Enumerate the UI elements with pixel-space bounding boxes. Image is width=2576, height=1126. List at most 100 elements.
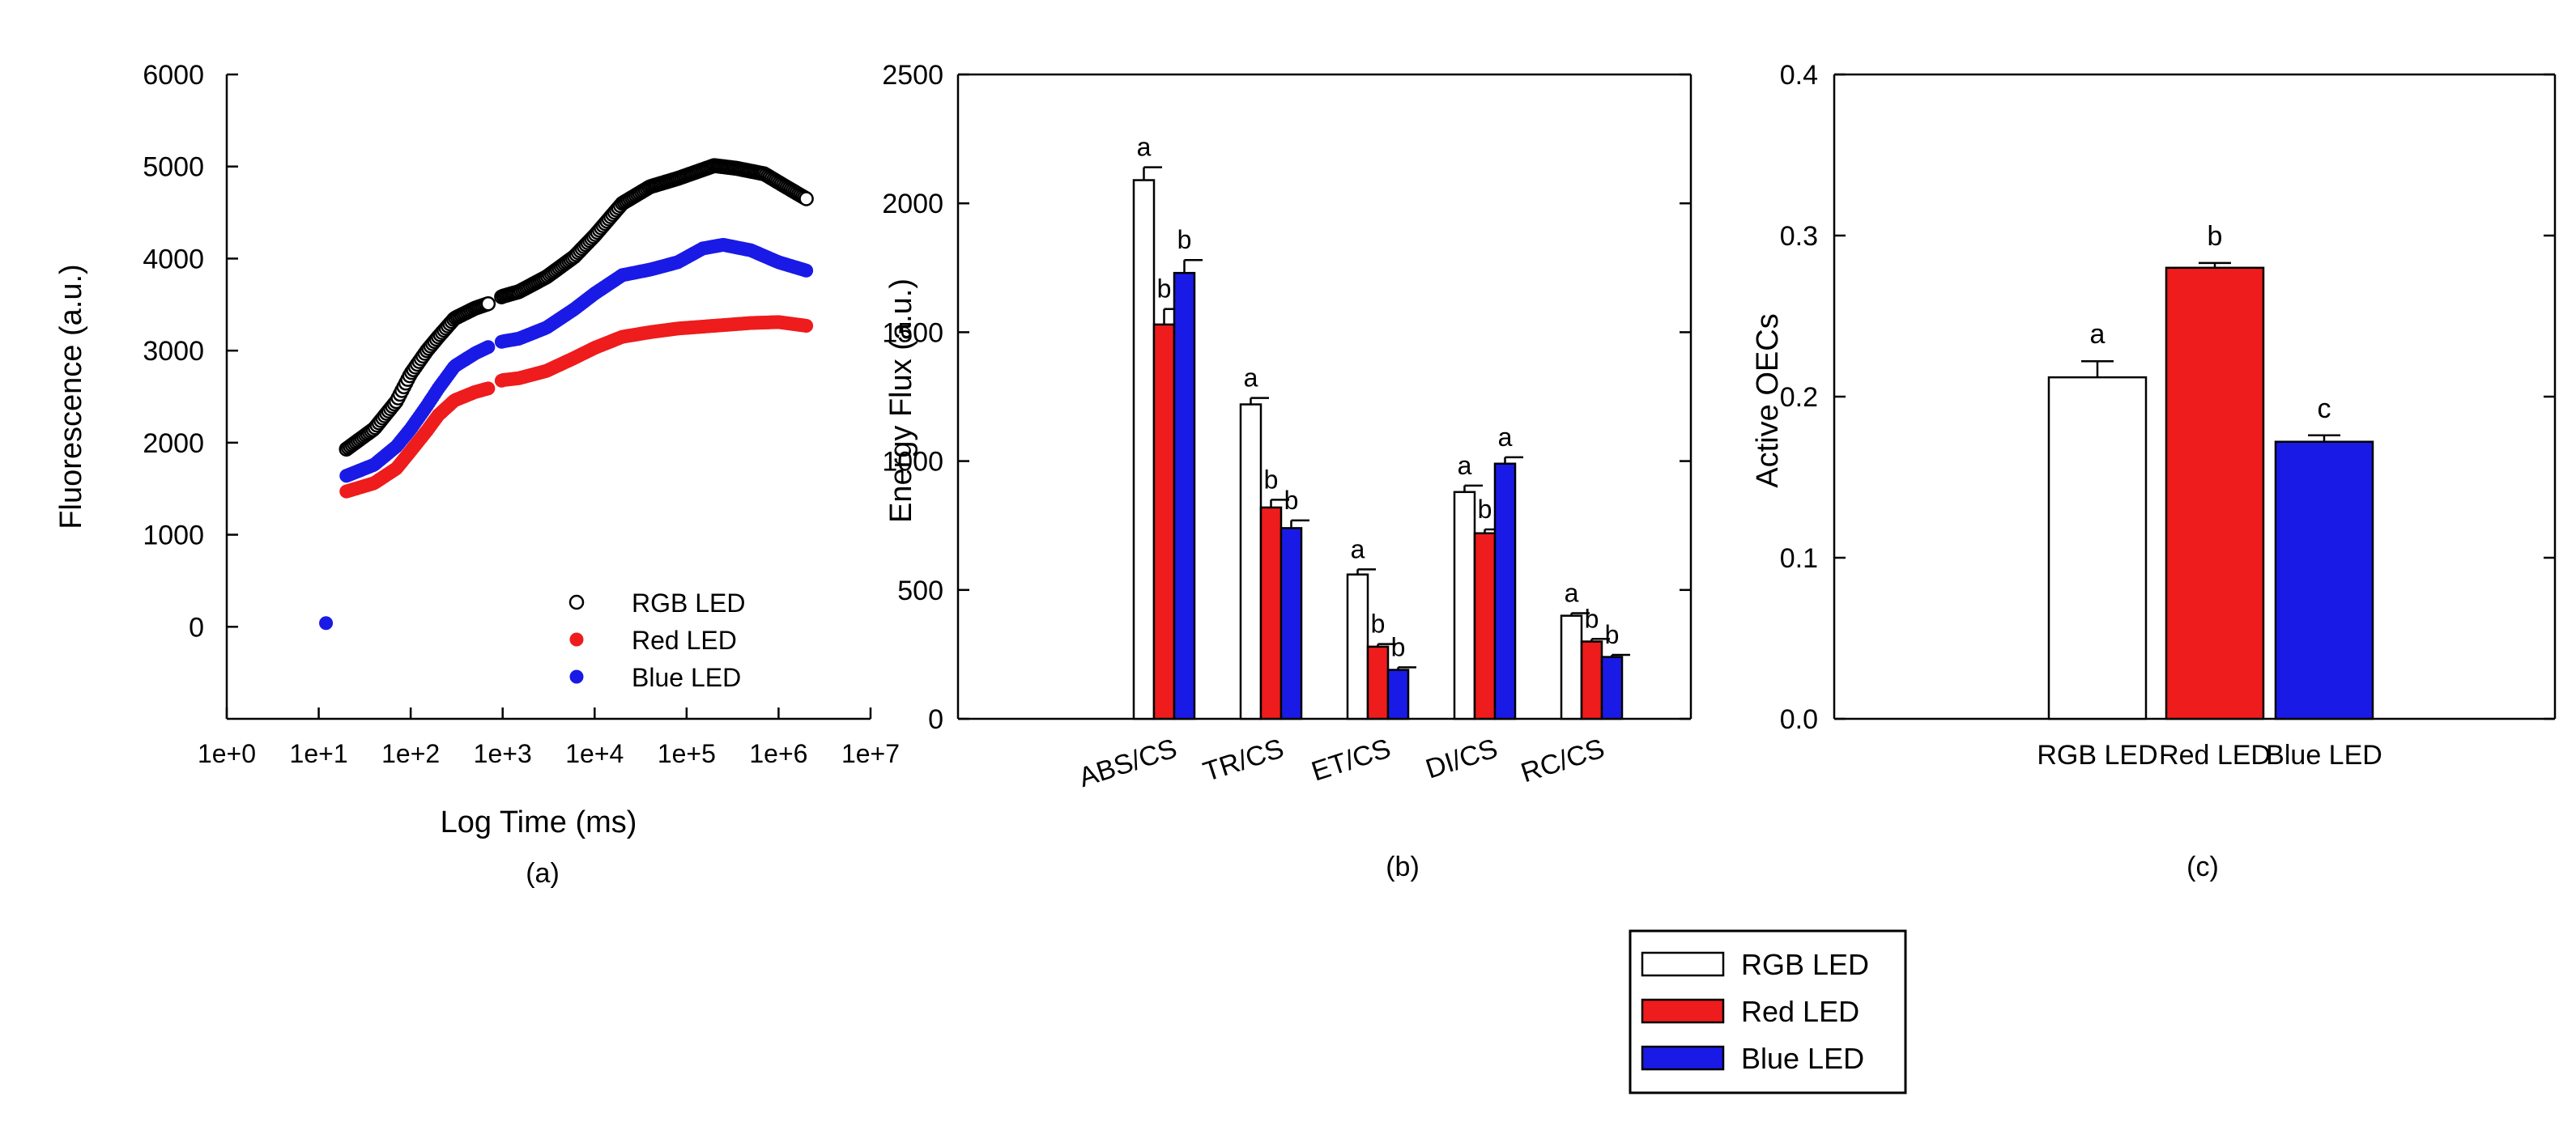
- a-legend-marker: [569, 632, 584, 647]
- c-bar-red-led: [2165, 266, 2265, 720]
- shared-legend-label-red: Red LED: [1741, 995, 1859, 1028]
- b-ylabel: Energy Flux (a.u.): [884, 278, 918, 523]
- b-significance-letter: a: [1498, 423, 1513, 452]
- c-y-tick-label: 0.1: [1780, 543, 1818, 574]
- a-xlabel: Log Time (ms): [441, 805, 637, 839]
- b-significance-letter: b: [1284, 486, 1299, 515]
- b-y-tick-label: 500: [897, 576, 943, 606]
- panel-c-bar: Active OECs (c) 0.0 0.1 0.2 0.3 0.4 a RGB LED b…: [1751, 60, 2557, 882]
- c-category-label: Red LED: [2159, 740, 2271, 771]
- a-x-tick-label: 1e+4: [565, 739, 624, 768]
- a-point-blue-led: [799, 263, 814, 278]
- b-bar-tr-cs-rgb-led: [1239, 403, 1262, 720]
- a-ylabel: Fluorescence (a.u.): [54, 264, 88, 529]
- c-y-tick-label: 0.4: [1780, 60, 1818, 91]
- b-bar-di-cs-blue-led: [1493, 462, 1517, 720]
- shared-legend-swatch-blue: [1641, 1045, 1725, 1071]
- b-bar-rc-cs-rgb-led: [1560, 614, 1583, 720]
- a-x-tick-label: 1e+3: [474, 739, 532, 768]
- b-y-tick-label: 2500: [882, 60, 943, 91]
- b-bar-abs-cs-red-led: [1152, 323, 1176, 720]
- a-x-tick-label: 1e+2: [381, 739, 440, 768]
- b-significance-letter: a: [1244, 363, 1258, 393]
- b-bar-et-cs-blue-led: [1386, 669, 1410, 720]
- b-significance-letter: a: [1351, 534, 1365, 563]
- a-point-red-led: [481, 381, 496, 396]
- c-significance-letter: a: [2090, 319, 2106, 350]
- b-significance-letter: b: [1478, 495, 1492, 524]
- b-significance-letter: a: [1137, 133, 1152, 162]
- a-x-tick-label: 1e+7: [841, 739, 900, 768]
- c-significance-letter: b: [2208, 221, 2223, 252]
- a-y-tick-label: 6000: [143, 60, 204, 91]
- b-y-tick-label: 2000: [882, 189, 943, 219]
- b-significance-letter: b: [1177, 225, 1192, 254]
- panel-a-scatter: Fluorescence (a.u.) Log Time (ms) (a) 0 1…: [54, 60, 900, 889]
- b-bar-tr-cs-red-led: [1259, 506, 1283, 720]
- b-category-label: DI/CS: [1422, 733, 1501, 784]
- a-x-tick-label: 1e+6: [749, 739, 807, 768]
- a-legend-marker: [569, 669, 584, 684]
- c-y-tick-label: 0.0: [1780, 704, 1818, 735]
- shared-legend-label-blue: Blue LED: [1741, 1042, 1864, 1075]
- b-significance-letter: b: [1157, 274, 1172, 304]
- a-y-tick-label: 1000: [143, 521, 204, 551]
- b-y-tick-label: 1500: [882, 317, 943, 348]
- a-y-tick-label: 5000: [143, 152, 204, 183]
- c-y-tick-label: 0.2: [1780, 382, 1818, 413]
- a-y-tick-label: 3000: [143, 336, 204, 367]
- b-bar-di-cs-red-led: [1473, 532, 1497, 720]
- shared-legend-swatch-red: [1641, 998, 1725, 1024]
- b-significance-letter: b: [1391, 632, 1406, 661]
- c-category-label: Blue LED: [2266, 740, 2382, 771]
- b-category-label: TR/CS: [1199, 733, 1288, 788]
- b-significance-letter: b: [1585, 604, 1599, 633]
- b-significance-letter: b: [1371, 610, 1386, 639]
- a-point-blue-led: [481, 340, 496, 355]
- b-bar-rc-cs-red-led: [1580, 640, 1603, 720]
- c-y-tick-label: 0.3: [1780, 221, 1818, 252]
- b-category-label: ABS/CS: [1075, 733, 1181, 793]
- a-legend-label: Red LED: [632, 626, 737, 655]
- a-x-tick-label: 1e+1: [290, 739, 348, 768]
- a-legend-label: Blue LED: [632, 663, 741, 692]
- a-y-tick-label: 4000: [143, 244, 204, 274]
- a-x-tick-label: 1e+0: [198, 739, 256, 768]
- a-point-red-led: [799, 318, 814, 333]
- c-panel-label: (c): [2186, 852, 2219, 882]
- a-point-rgb-led: [798, 191, 814, 206]
- b-category-label: ET/CS: [1308, 733, 1394, 787]
- a-point-rgb-led: [480, 295, 496, 312]
- b-y-tick-label: 1000: [882, 447, 943, 478]
- b-bar-abs-cs-blue-led: [1173, 271, 1196, 720]
- b-category-label: RC/CS: [1518, 733, 1608, 788]
- panel-b-bar: Energy Flux (a.u.) (b) 0 500 1000 1500 2000 2…: [882, 60, 1692, 882]
- a-legend-label: RGB LED: [632, 588, 745, 618]
- b-panel-label: (b): [1386, 852, 1420, 882]
- b-bar-rc-cs-blue-led: [1600, 656, 1624, 720]
- a-x-tick-label: 1e+5: [658, 739, 716, 768]
- b-bar-et-cs-red-led: [1366, 645, 1390, 720]
- a-legend-marker: [568, 594, 585, 610]
- b-significance-letter: b: [1264, 465, 1279, 494]
- shared-legend: RGB LED Red LED Blue LED: [1629, 929, 1907, 1094]
- c-bar-rgb-led: [2047, 376, 2148, 720]
- a-point-blue-led-initial: [319, 616, 334, 631]
- b-significance-letter: b: [1605, 620, 1620, 649]
- c-ylabel: Active OECs: [1751, 313, 1785, 487]
- c-category-label: RGB LED: [2037, 740, 2157, 771]
- b-bar-di-cs-rgb-led: [1453, 491, 1476, 720]
- b-significance-letter: a: [1458, 451, 1472, 480]
- b-significance-letter: a: [1565, 578, 1579, 607]
- c-bar-blue-led: [2274, 440, 2374, 720]
- shared-legend-swatch-rgb: [1641, 951, 1725, 977]
- b-bar-tr-cs-blue-led: [1279, 527, 1303, 720]
- shared-legend-label-rgb: RGB LED: [1741, 948, 1869, 981]
- a-panel-label: (a): [526, 858, 560, 889]
- a-y-tick-label: 0: [189, 612, 204, 643]
- c-significance-letter: c: [2318, 393, 2331, 424]
- b-bar-abs-cs-rgb-led: [1132, 179, 1156, 720]
- b-y-tick-label: 0: [928, 704, 943, 735]
- a-y-tick-label: 2000: [143, 428, 204, 459]
